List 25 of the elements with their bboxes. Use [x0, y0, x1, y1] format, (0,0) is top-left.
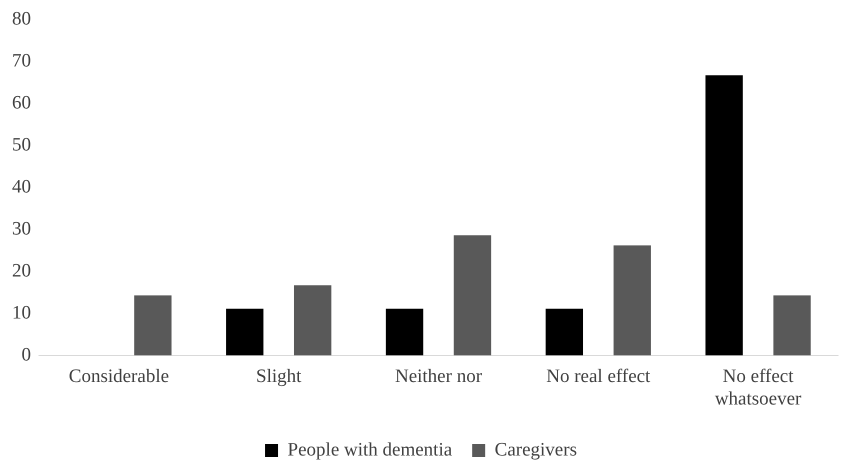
- bar: [294, 285, 332, 356]
- y-tick-label: 0: [22, 344, 31, 366]
- legend-label: People with dementia: [288, 439, 453, 460]
- bar: [134, 295, 172, 356]
- y-tick-label: 70: [12, 50, 31, 72]
- bar: [773, 295, 811, 356]
- x-tick-label: No effect whatsoever: [714, 366, 802, 410]
- bar: [226, 308, 264, 356]
- x-tick-label: Slight: [256, 366, 302, 387]
- y-tick-label: 80: [12, 8, 31, 30]
- bar: [454, 235, 492, 356]
- legend-label: Caregivers: [494, 439, 577, 460]
- x-tick-label: Neither nor: [394, 366, 483, 387]
- y-tick-label: 10: [12, 302, 31, 324]
- bar: [614, 245, 651, 356]
- y-tick-label: 40: [12, 176, 31, 198]
- bar: [386, 308, 424, 356]
- x-tick-label: Considerable: [68, 366, 170, 387]
- y-tick-label: 60: [12, 92, 31, 114]
- y-tick-label: 50: [12, 134, 31, 156]
- bar: [705, 75, 743, 356]
- y-tick-label: 30: [12, 218, 31, 240]
- x-tick-label: No real effect: [546, 366, 652, 387]
- y-tick-label: 20: [12, 260, 31, 282]
- bar: [546, 308, 584, 356]
